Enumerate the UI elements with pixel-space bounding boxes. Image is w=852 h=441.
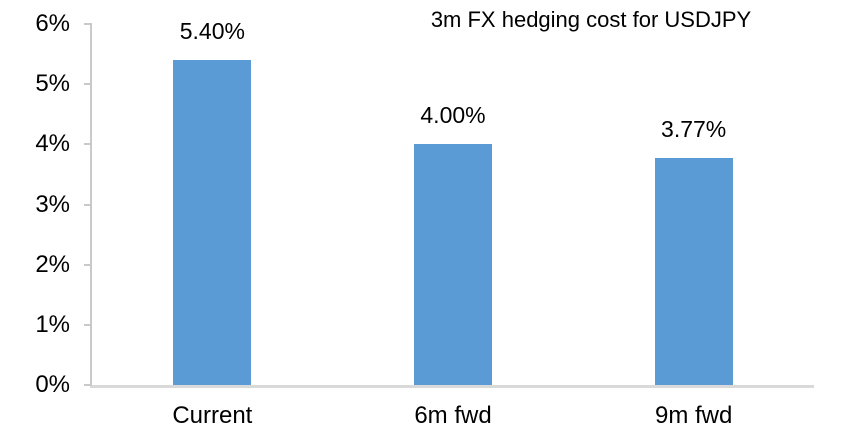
bar bbox=[414, 144, 492, 385]
y-axis-tick-mark bbox=[84, 323, 92, 326]
y-axis-tick-mark bbox=[84, 203, 92, 206]
y-axis-tick-label: 4% bbox=[35, 130, 70, 158]
x-axis-label: 6m fwd bbox=[414, 402, 492, 429]
x-axis-label: 9m fwd bbox=[654, 402, 733, 429]
y-axis-tick-label: 5% bbox=[35, 70, 70, 98]
x-axis-label: Current bbox=[172, 402, 253, 429]
y-axis-tick-mark bbox=[84, 263, 92, 266]
bar-value-label: 5.40% bbox=[179, 18, 245, 45]
bar-value-label: 4.00% bbox=[420, 102, 486, 129]
y-axis-tick-mark bbox=[84, 83, 92, 86]
y-axis-tick-label: 0% bbox=[35, 371, 70, 398]
y-axis-tick-label: 1% bbox=[35, 310, 70, 338]
y-axis-tick-label: 3% bbox=[35, 190, 70, 218]
x-axis-line bbox=[90, 385, 814, 388]
chart-title: 3m FX hedging cost for USDJPY bbox=[430, 7, 752, 32]
y-axis-tick-mark bbox=[84, 23, 92, 25]
y-axis-tick-label: 2% bbox=[35, 250, 70, 278]
y-axis-tick-label: 6% bbox=[35, 10, 70, 37]
bar bbox=[173, 60, 252, 385]
y-axis-tick-mark bbox=[84, 384, 92, 386]
bar-value-label: 3.77% bbox=[661, 116, 727, 143]
y-axis-tick-mark bbox=[84, 143, 92, 146]
bar bbox=[654, 158, 733, 385]
